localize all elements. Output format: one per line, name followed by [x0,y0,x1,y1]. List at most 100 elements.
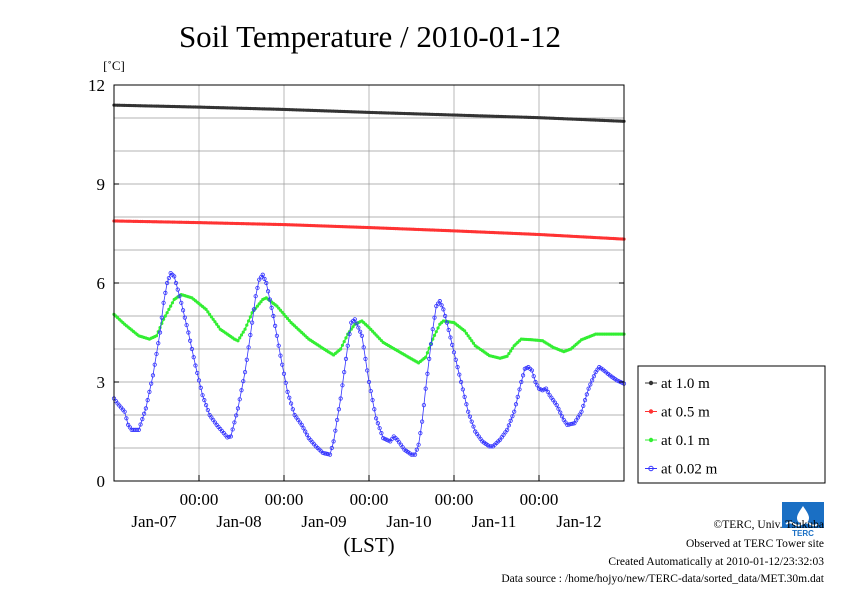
data-point [167,307,171,311]
data-point [535,383,540,388]
legend-label: at 0.5 m [661,405,710,421]
data-point [507,352,511,356]
data-point [412,452,418,457]
y-tick-label: 0 [97,472,106,491]
data-point [444,320,450,325]
data-point [142,411,147,416]
legend-marker [648,465,654,472]
data-point [188,338,193,343]
series-layer [111,103,627,457]
data-point [509,349,513,353]
data-point [203,402,209,408]
data-point [464,402,469,407]
y-tick-label: 6 [97,274,106,293]
data-point [448,335,453,340]
data-point [124,416,129,421]
x-tick-date-label: Jan-08 [216,512,261,531]
data-point [239,388,244,393]
data-point [366,379,372,385]
legend-marker [648,380,654,386]
data-point [513,402,519,407]
data-point [570,421,575,426]
data-point [175,287,180,292]
data-point [169,304,173,308]
data-point [262,276,267,281]
data-point [533,379,538,385]
data-point [427,356,432,361]
data-point [329,445,334,451]
data-point [356,325,361,330]
data-point [373,416,379,421]
data-point [581,403,586,409]
legend-item: at 1.0 m [645,376,710,392]
data-point [184,322,189,328]
data-point [206,310,210,314]
data-point [326,452,331,457]
data-point [237,397,242,402]
data-point [515,394,520,399]
data-point [213,320,217,324]
data-point [340,343,345,347]
data-point [301,426,306,431]
data-point [209,315,213,319]
data-point [436,326,440,330]
data-point [339,347,343,351]
data-point [227,434,232,440]
data-point [215,322,219,326]
data-point [255,304,260,308]
data-point [331,439,336,444]
data-point [421,402,426,408]
data-point [304,432,310,437]
data-point [288,401,294,406]
x-tick-time-label: 00:00 [350,490,389,509]
data-point [372,407,377,412]
data-point [510,414,515,419]
data-point [588,382,593,387]
data-point [228,434,233,439]
data-point [159,315,164,320]
data-point [545,389,550,394]
data-point [519,379,524,385]
data-point [134,427,140,432]
logo-text: TERC [792,529,814,538]
data-point [257,302,261,306]
data-point [437,299,442,304]
data-point [556,406,561,411]
data-point [259,300,263,304]
data-point [425,371,430,376]
data-point [152,362,157,367]
data-point [462,394,467,399]
data-point [506,423,511,428]
data-point [358,329,363,334]
data-point [264,280,269,286]
data-point [577,412,582,417]
data-point [250,320,255,325]
data-point [177,294,182,299]
data-point [554,402,559,408]
data-point [248,315,252,319]
data-point [327,452,333,457]
series-at-0-02-m [111,270,627,457]
data-point [338,396,343,401]
data-point [529,368,535,373]
y-tick-label: 12 [88,76,105,95]
data-point [361,345,366,350]
x-tick-date-label: Jan-11 [472,512,517,531]
data-point [166,275,171,281]
data-point [416,442,421,447]
data-point [265,289,271,294]
x-axis-label: (LST) [343,533,394,557]
data-point [287,395,292,400]
data-point [246,345,251,350]
data-point [352,317,357,322]
data-point [335,417,340,423]
legend-marker [648,409,654,414]
data-point [418,431,423,436]
data-point [575,415,581,420]
data-point [140,417,145,422]
data-point [457,372,462,377]
data-point [191,355,196,360]
grid-lines [114,85,624,481]
x-tick-date-label: Jan-07 [131,512,177,531]
